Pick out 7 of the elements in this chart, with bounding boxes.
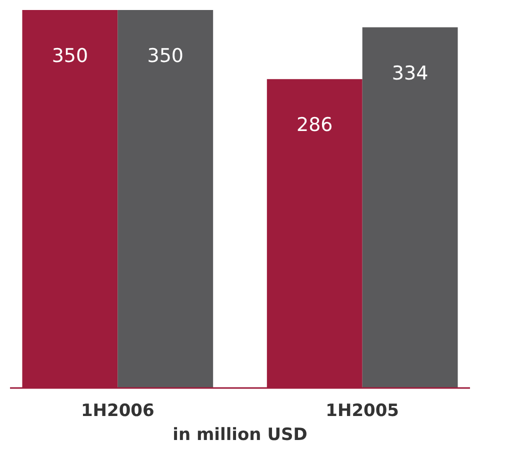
data-label: 350	[147, 45, 184, 67]
x-axis-title: in million USD	[172, 425, 308, 445]
data-label: 350	[52, 45, 88, 67]
x-tick-label: 1H2006	[80, 401, 154, 421]
data-label: 286	[296, 114, 333, 136]
x-tick-label: 1H2005	[326, 401, 400, 421]
data-label: 334	[392, 62, 428, 84]
